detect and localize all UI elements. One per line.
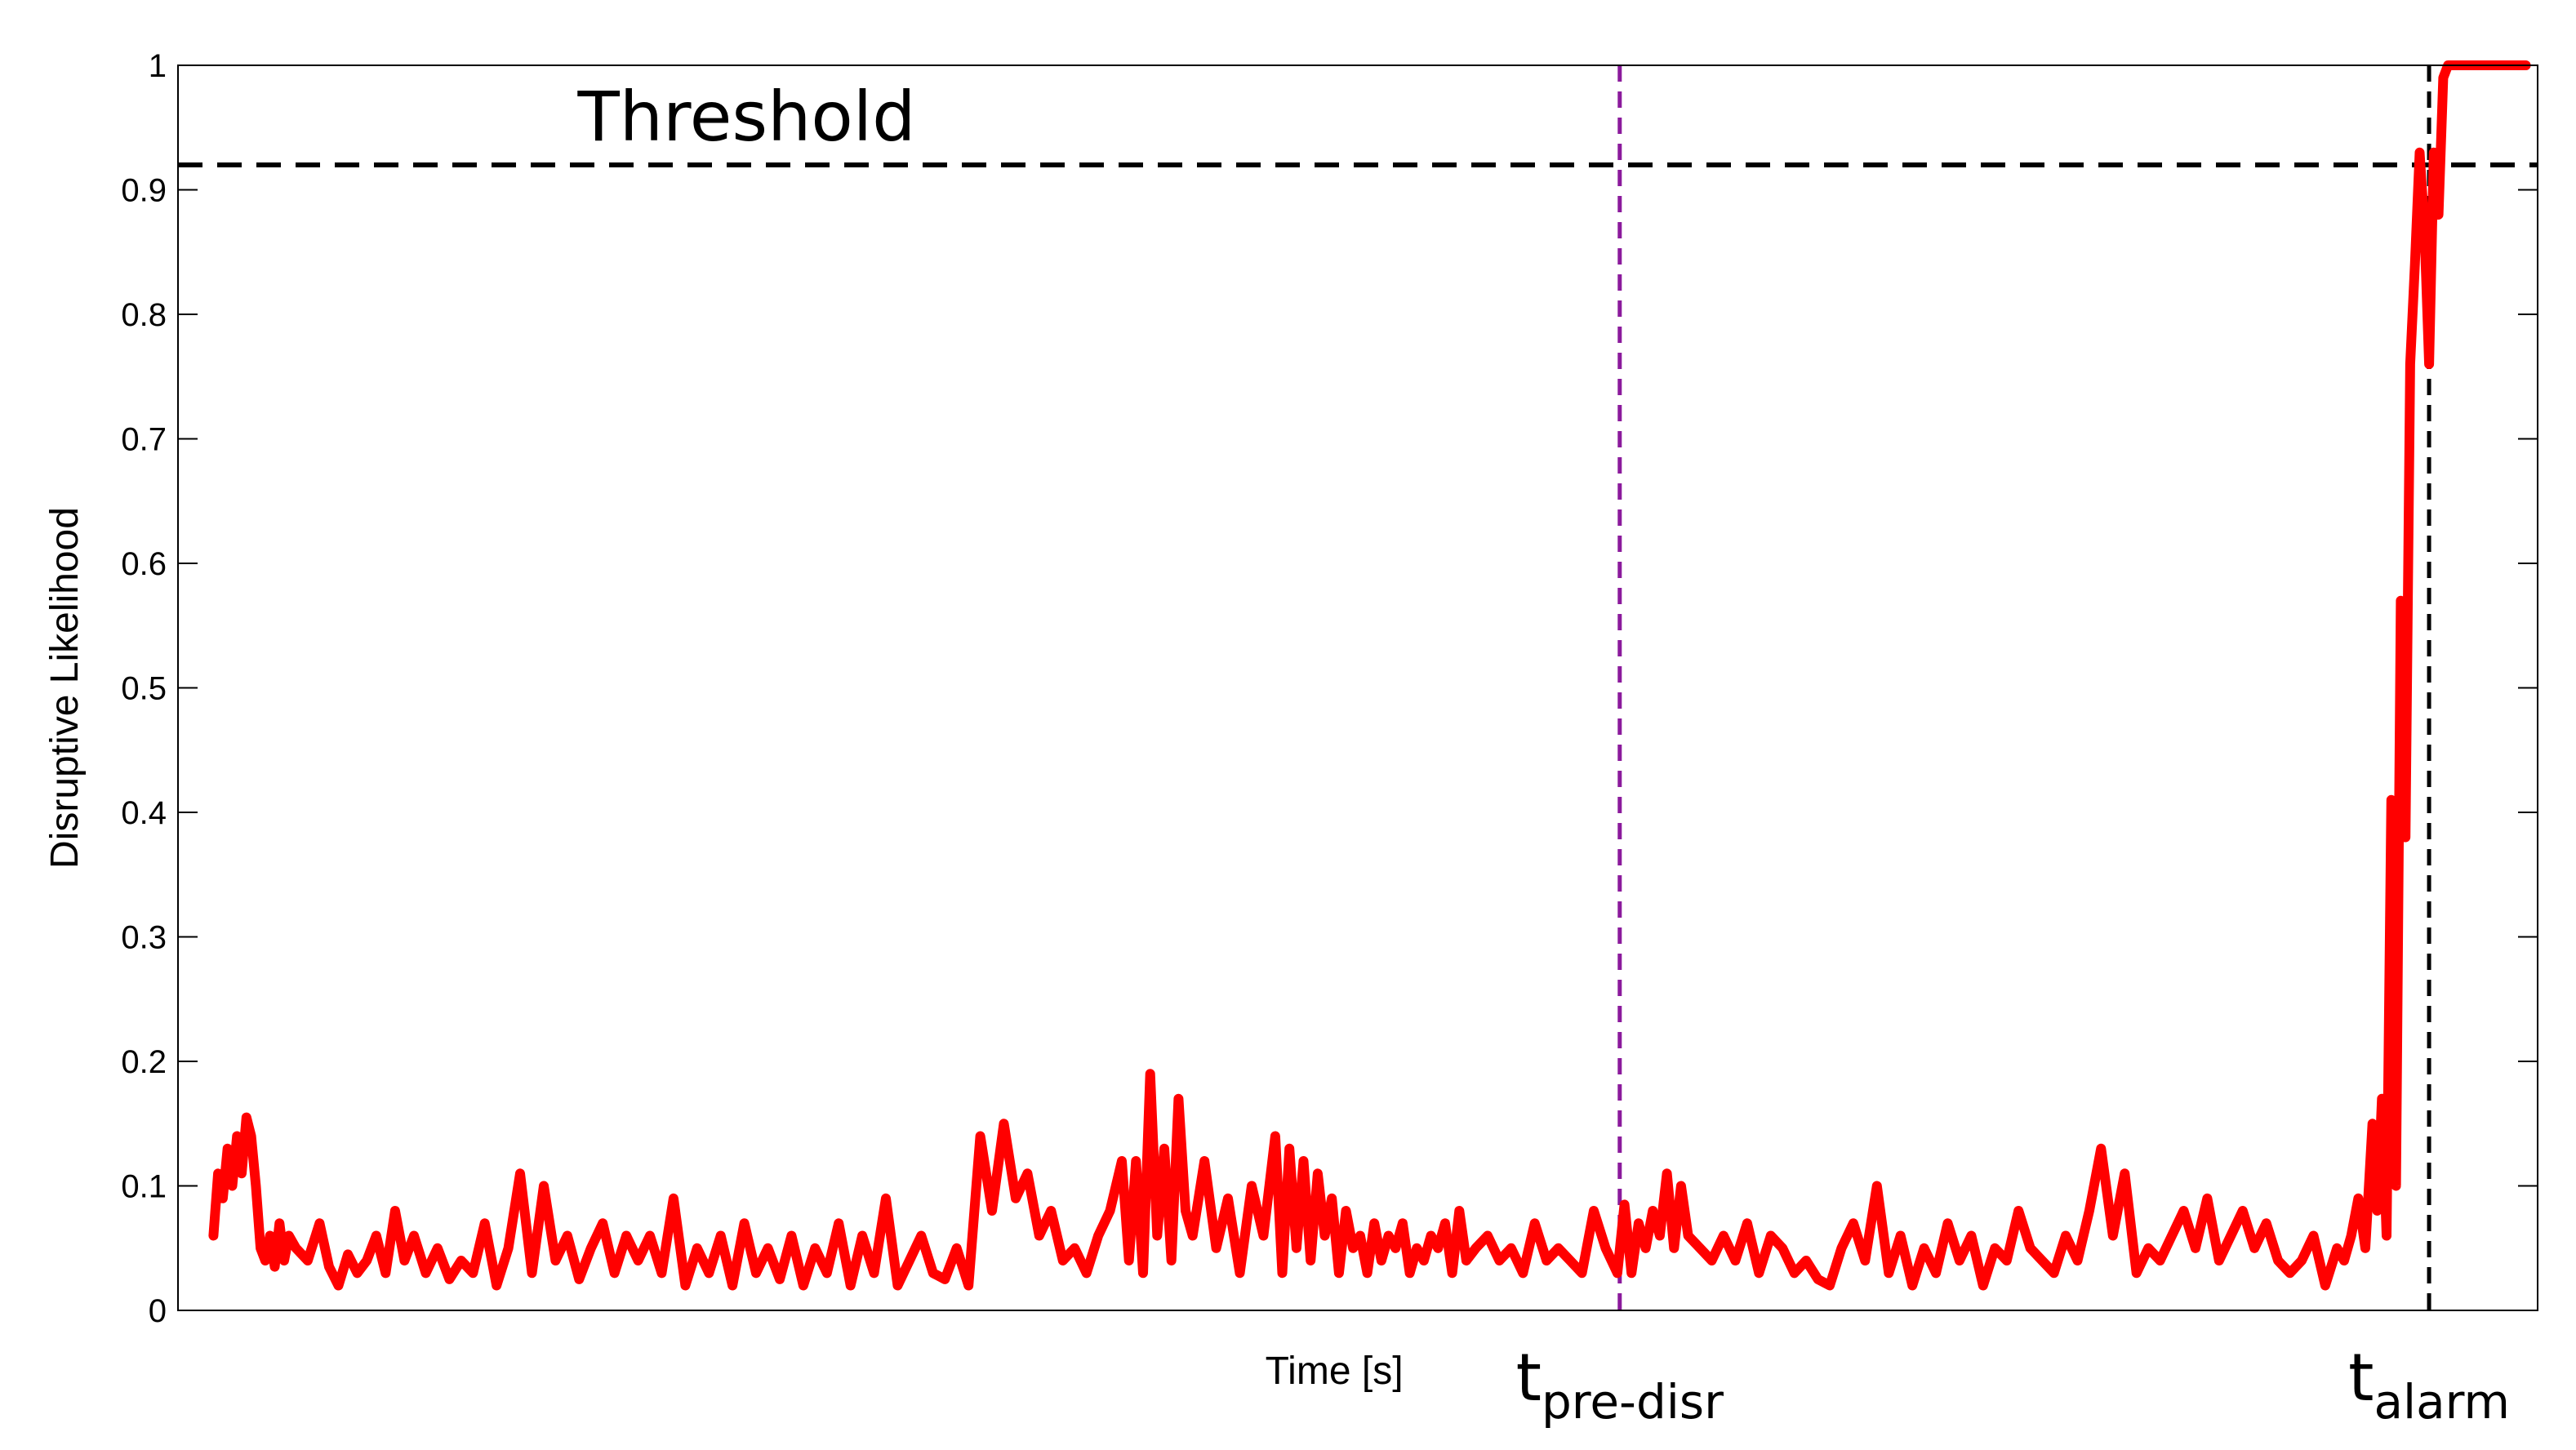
y-tick-label: 0.5 <box>121 671 167 707</box>
series-group <box>208 60 2531 1291</box>
y-tick-label: 0.7 <box>121 422 167 458</box>
y-axis-label: Disruptive Likelihood <box>43 507 87 869</box>
y-tick-label: 0.3 <box>121 920 167 956</box>
marker-main-alarm: t <box>2348 1340 2374 1416</box>
threshold: Threshold <box>178 77 2538 167</box>
y-tick-label: 0.8 <box>121 297 167 333</box>
plot-frame <box>177 64 2538 1311</box>
threshold-label: Threshold <box>576 77 915 157</box>
marker-label-alarm: talarm <box>2348 1340 2510 1430</box>
x-axis-label: Time [s] <box>1266 1350 1404 1393</box>
series-line-0 <box>208 60 2531 1291</box>
y-axis-ticks: 0 0.1 0.2 0.3 0.4 0.5 0.6 0.7 0.8 0.9 1 <box>121 48 2538 1329</box>
y-tick-label: 0.1 <box>121 1169 167 1205</box>
marker-sub-pre_disr: pre-disr <box>1542 1374 1724 1430</box>
time-markers: tpre-disr talarm <box>1516 65 2510 1430</box>
y-tick-label: 0.2 <box>121 1044 167 1080</box>
y-tick-label: 0.9 <box>121 173 167 209</box>
marker-main-pre_disr: t <box>1516 1340 1542 1416</box>
marker-label-pre_disr: tpre-disr <box>1516 1340 1724 1430</box>
y-tick-label: 0 <box>149 1293 167 1329</box>
y-tick-label: 1 <box>149 48 167 84</box>
y-tick-label: 0.4 <box>121 795 167 831</box>
y-tick-label: 0.6 <box>121 546 167 582</box>
marker-sub-alarm: alarm <box>2374 1374 2510 1430</box>
